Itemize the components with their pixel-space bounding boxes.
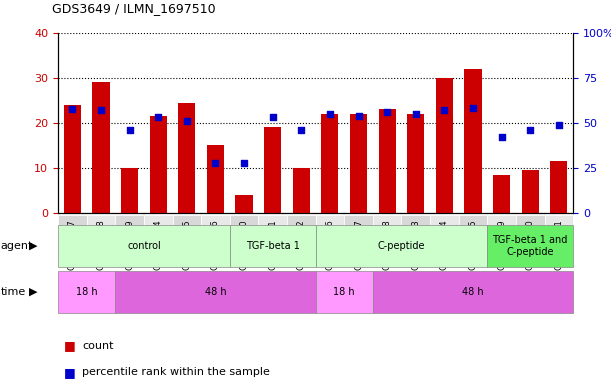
Text: GSM507414: GSM507414 [154,220,163,270]
Text: GSM507426: GSM507426 [326,220,334,270]
Text: GSM507421: GSM507421 [268,220,277,270]
Point [411,111,420,117]
Text: ▶: ▶ [29,287,38,297]
Bar [150,116,167,213]
Text: GSM507422: GSM507422 [297,220,306,270]
Text: agent: agent [1,241,33,251]
Text: count: count [82,341,114,351]
Point [325,111,335,117]
Point [439,107,449,113]
Bar [407,114,424,213]
Text: GSM507417: GSM507417 [68,220,77,270]
Bar [58,215,87,261]
Text: 48 h: 48 h [205,287,226,297]
Text: GSM507416: GSM507416 [211,220,220,270]
Text: GSM507427: GSM507427 [354,220,363,270]
Text: control: control [127,241,161,251]
Bar [207,146,224,213]
Point [239,161,249,167]
Bar [144,215,172,261]
Bar [293,168,310,213]
Bar [264,127,281,213]
Text: C-peptide: C-peptide [378,241,425,251]
Bar [551,161,568,213]
Text: GDS3649 / ILMN_1697510: GDS3649 / ILMN_1697510 [52,2,216,15]
Bar [379,109,396,213]
Bar [321,114,338,213]
Bar [344,215,373,261]
Text: TGF-beta 1 and
C-peptide: TGF-beta 1 and C-peptide [492,235,568,257]
Text: GSM507425: GSM507425 [469,220,477,270]
Point [182,118,192,124]
Bar [487,215,516,261]
Text: GSM507415: GSM507415 [182,220,191,270]
Text: GSM507431: GSM507431 [554,220,563,270]
Bar [430,215,459,261]
Bar [92,82,109,213]
Text: ■: ■ [64,366,76,379]
Text: percentile rank within the sample: percentile rank within the sample [82,367,270,377]
Text: GSM507419: GSM507419 [125,220,134,270]
Point [296,127,306,133]
Bar [464,69,481,213]
Bar [115,215,144,261]
Point [153,114,163,121]
Point [525,127,535,133]
Text: 48 h: 48 h [462,287,484,297]
Text: ▶: ▶ [29,241,38,251]
Text: time: time [1,287,26,297]
Text: GSM507423: GSM507423 [411,220,420,270]
Text: GSM507420: GSM507420 [240,220,249,270]
Point [96,107,106,113]
Bar [87,215,115,261]
Text: 18 h: 18 h [76,287,98,297]
Point [497,134,507,141]
Bar [64,105,81,213]
Bar [315,215,344,261]
Point [354,113,364,119]
Bar [436,78,453,213]
Bar [401,215,430,261]
Bar [522,170,539,213]
Bar [258,215,287,261]
Bar [493,175,510,213]
Bar [201,215,230,261]
Bar [230,215,258,261]
Point [268,114,277,121]
Point [468,105,478,111]
Bar [172,215,201,261]
Point [67,106,77,113]
Bar [516,215,544,261]
Text: GSM507429: GSM507429 [497,220,506,270]
Text: GSM507430: GSM507430 [525,220,535,270]
Point [211,159,221,166]
Text: GSM507428: GSM507428 [382,220,392,270]
Bar [350,114,367,213]
Point [125,127,134,133]
Bar [287,215,315,261]
Bar [235,195,252,213]
Point [382,109,392,115]
Text: TGF-beta 1: TGF-beta 1 [246,241,299,251]
Text: ■: ■ [64,339,76,352]
Bar [459,215,487,261]
Bar [373,215,401,261]
Bar [178,103,196,213]
Text: GSM507424: GSM507424 [440,220,449,270]
Point [554,122,564,128]
Text: GSM507418: GSM507418 [97,220,106,270]
Bar [544,215,573,261]
Text: 18 h: 18 h [334,287,355,297]
Bar [121,168,138,213]
